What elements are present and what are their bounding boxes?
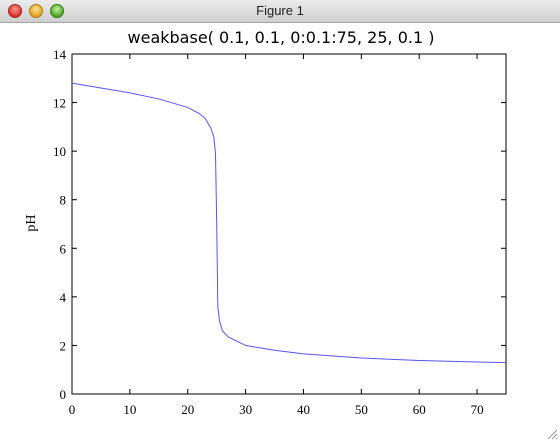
title-bar[interactable]: Figure 1 bbox=[0, 0, 560, 23]
x-tick-label: 30 bbox=[239, 402, 252, 417]
minimize-button[interactable] bbox=[29, 4, 43, 18]
chart-title: weakbase( 0.1, 0.1, 0:0.1:75, 25, 0.1 ) bbox=[128, 28, 435, 47]
y-tick-label: 2 bbox=[60, 338, 67, 353]
axis-ticks: 0 10 20 30 40 50 60 70 0 2 4 6 8 10 12 14 bbox=[53, 47, 506, 417]
y-tick-label: 0 bbox=[60, 387, 67, 402]
y-tick-label: 12 bbox=[53, 96, 66, 111]
ph-curve-line bbox=[71, 82, 507, 364]
x-tick-label: 20 bbox=[181, 402, 194, 417]
plot-area: weakbase( 0.1, 0.1, 0:0.1:75, 25, 0.1 ) … bbox=[0, 23, 560, 442]
x-tick-label: 0 bbox=[69, 402, 76, 417]
window-title: Figure 1 bbox=[256, 3, 304, 18]
line-chart: weakbase( 0.1, 0.1, 0:0.1:75, 25, 0.1 ) … bbox=[24, 28, 507, 417]
y-tick-label: 14 bbox=[53, 47, 67, 62]
y-tick-label: 4 bbox=[60, 290, 67, 305]
x-tick-label: 60 bbox=[413, 402, 426, 417]
x-tick-label: 10 bbox=[123, 402, 136, 417]
y-tick-label: 8 bbox=[60, 193, 67, 208]
y-axis-label: pH bbox=[24, 214, 39, 231]
x-tick-label: 40 bbox=[297, 402, 310, 417]
y-tick-label: 10 bbox=[53, 144, 66, 159]
x-tick-label: 50 bbox=[355, 402, 368, 417]
close-button[interactable] bbox=[8, 4, 22, 18]
zoom-button[interactable] bbox=[50, 4, 64, 18]
axes-frame bbox=[71, 53, 507, 395]
y-tick-label: 6 bbox=[60, 241, 67, 256]
resize-grip[interactable] bbox=[546, 428, 558, 440]
x-tick-label: 70 bbox=[471, 402, 484, 417]
